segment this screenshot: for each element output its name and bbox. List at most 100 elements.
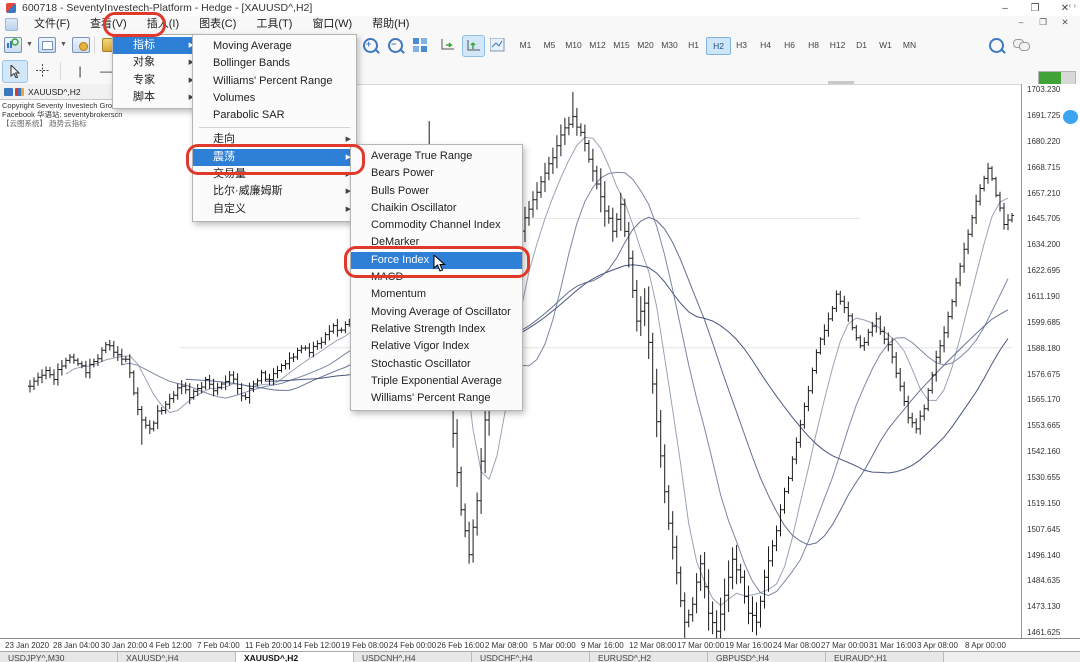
menu-item-bulls-power[interactable]: Bulls Power [371,184,430,197]
timeframe-button-D1[interactable]: D1 [856,40,867,50]
timeframe-button-H1[interactable]: H1 [688,40,699,50]
chart-tab[interactable]: USDJPY^,M30 [0,652,118,662]
menu-item-relative-vigor-index[interactable]: Relative Vigor Index [371,340,470,353]
tab-scroll-arrows[interactable]: ‹ › [1068,1,1076,10]
chart-tab[interactable]: GBPUSD^,H4 [708,652,826,662]
watermark-line: 【云图系统】 趋势云指标 [2,119,87,128]
restore-button[interactable]: ❐ [1030,2,1040,14]
price-axis[interactable]: 1703.230 1691.725 1680.220 1668.715 1657.210… [1021,84,1080,651]
chart-tab[interactable]: USDCHF^,H4 [472,652,590,662]
timeframe-button-MN[interactable]: MN [902,40,917,50]
menubar-item[interactable]: 插入(I) [146,18,180,30]
menu-item-demarker[interactable]: DeMarker [371,236,420,249]
watermark-line: Copyright Seventy Investech Gro [2,101,113,110]
menu-item--[interactable]: 震荡 ▶ [193,148,356,167]
horizontal-line-tool-icon[interactable]: — [100,63,112,78]
menubar-item[interactable]: 图表(C) [199,18,237,30]
menu-item--[interactable]: 比尔·威廉姆斯 ▶ [193,183,356,200]
menu-item--[interactable]: 指标▶ [113,37,199,55]
menu-item-williams-percent-range[interactable]: Williams' Percent Range [213,74,333,87]
timeframe-button-H2[interactable]: H2 [706,37,731,55]
close-button[interactable]: ✕ [1060,2,1070,14]
cursor-tool-icon[interactable] [2,60,28,83]
timeframe-button-H6[interactable]: H6 [784,40,795,50]
chart-tab[interactable]: EURAUD^,H1 [826,652,944,662]
indicator-list-button[interactable] [487,35,508,55]
menu-item-momentum[interactable]: Momentum [371,288,427,301]
price-axis-label: 1542.160 [1027,447,1061,457]
profiles-dropdown-caret[interactable]: ▼ [60,41,67,48]
timeframe-button-M12[interactable]: M12 [589,40,606,50]
chart-symbol-tab[interactable]: XAUUSD^,H2 [0,84,131,100]
menu-item-stochastic-oscillator[interactable]: Stochastic Oscillator [371,357,471,370]
child-minimize-button[interactable]: – [1018,17,1024,27]
menu-item-commodity-channel-index[interactable]: Commodity Channel Index [371,219,501,232]
menu-item-bears-power[interactable]: Bears Power [371,167,434,180]
child-restore-button[interactable]: ❐ [1039,17,1047,27]
menubar-item[interactable]: 文件(F) [34,18,71,30]
timeframe-button-M20[interactable]: M20 [637,40,654,50]
timeframe-button-M15[interactable]: M15 [613,40,630,50]
vertical-line-tool-icon[interactable]: | [78,63,82,78]
menubar-item[interactable]: 查看(V) [90,18,127,30]
indicators-submenu: Moving Average Bollinger Bands Williams' P… [192,34,357,222]
menu-item-moving-average-of-oscillator[interactable]: Moving Average of Oscillator [371,305,511,318]
timeframe-button-H3[interactable]: H3 [736,40,747,50]
timeframe-button-W1[interactable]: W1 [879,40,892,50]
zoom-in-button[interactable]: + [360,35,381,55]
price-axis-label: 1473.130 [1027,602,1061,612]
menu-item--[interactable]: 交易量 ▶ [193,166,356,183]
tile-windows-button[interactable] [410,35,431,55]
menu-item--[interactable]: 脚本▶ [113,89,199,106]
menu-item-bollinger-bands[interactable]: Bollinger Bands [213,57,291,70]
moving-average-line [121,171,1009,597]
price-axis-label: 1530.655 [1027,472,1061,482]
price-axis-label: 1680.220 [1027,136,1061,146]
time-axis[interactable]: 23 Jan 2020 28 Jan 04:00 30 Jan 20:00 4 Feb… [0,638,1080,652]
price-axis-label: 1703.230 [1027,85,1061,95]
time-axis-label: 12 Mar 08:00 [629,641,677,650]
timeframe-button-H4[interactable]: H4 [760,40,771,50]
menu-item-moving-average[interactable]: Moving Average [213,40,292,52]
timeframe-button-M30[interactable]: M30 [661,40,678,50]
market-watch-button[interactable] [70,35,91,55]
price-axis-label: 1634.200 [1027,240,1061,250]
menu-item--[interactable]: 对象▶ [113,54,199,71]
menu-item-parabolic-sar[interactable]: Parabolic SAR [213,109,285,122]
timeframe-button-M5[interactable]: M5 [543,40,556,50]
auto-scroll-button[interactable] [437,35,458,55]
search-icon[interactable] [986,35,1007,55]
menu-item-williams-percent-range[interactable]: Williams' Percent Range [371,392,491,405]
menu-item--[interactable]: 自定义 ▶ [193,201,356,218]
chart-tab[interactable]: EURUSD^,H2 [590,652,708,662]
zoom-out-button[interactable]: − [385,35,406,55]
timeframe-button-H8[interactable]: H8 [808,40,819,50]
timeframe-button-M10[interactable]: M10 [565,40,582,50]
minimize-button[interactable]: – [1002,2,1008,14]
menubar-item[interactable]: 工具(T) [256,18,293,30]
time-axis-label: 14 Feb 12:00 [293,641,341,650]
chart-scrollbar-thumb[interactable] [828,81,854,84]
crosshair-tool-icon[interactable] [30,60,54,81]
chart-shift-button[interactable] [462,35,485,57]
menu-item-average-true-range[interactable]: Average True Range [371,150,473,162]
new-chart-button[interactable] [2,35,23,55]
chat-icon[interactable] [1010,35,1031,55]
timeframe-button-H12[interactable]: H12 [829,40,846,50]
new-chart-dropdown-caret[interactable]: ▼ [26,41,33,48]
chart-tab[interactable]: XAUUSD^,H4 [118,652,236,662]
menu-item-relative-strength-index[interactable]: Relative Strength Index [371,322,486,335]
child-close-button[interactable]: ✕ [1061,17,1069,27]
timeframe-button-M1[interactable]: M1 [519,40,532,50]
chart-tab[interactable]: USDCNH^,H4 [354,652,472,662]
menubar-item[interactable]: 帮助(H) [372,18,410,30]
menu-item-chaikin-oscillator[interactable]: Chaikin Oscillator [371,201,457,214]
menu-item-volumes[interactable]: Volumes [213,91,256,104]
chart-tab[interactable]: XAUUSD^,H2 [236,652,354,662]
menubar-item[interactable]: 窗口(W) [312,18,353,30]
profiles-button[interactable] [36,35,57,55]
menu-item--[interactable]: 专家▶ [113,72,199,89]
menu-item-triple-exponential-average[interactable]: Triple Exponential Average [371,374,502,387]
menu-item--[interactable]: 走向 ▶ [193,131,356,148]
time-axis-label: 17 Mar 00:00 [677,641,725,650]
